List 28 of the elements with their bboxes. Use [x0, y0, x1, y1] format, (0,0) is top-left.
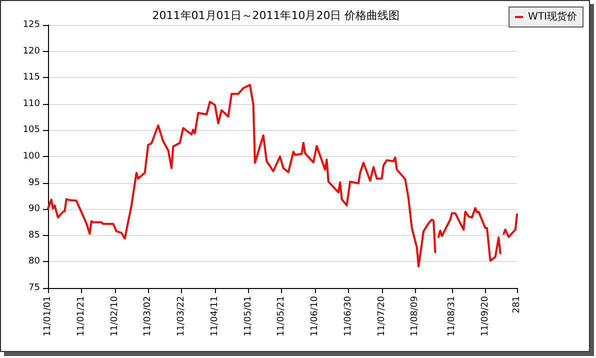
x-tick-label: 11/05/01	[243, 296, 254, 336]
y-tick-label: 90	[28, 204, 40, 214]
x-tick-label: 11/03/02	[143, 296, 154, 336]
x-tick-label: 281	[512, 296, 522, 314]
y-tick-label: 115	[22, 72, 40, 83]
y-tick-label: 85	[28, 230, 40, 240]
x-tick-label: 11/08/31	[446, 296, 457, 336]
y-tick-label: 120	[22, 46, 40, 56]
legend-label: WTI现货价	[528, 10, 578, 22]
y-tick-label: 110	[22, 98, 40, 109]
y-tick-label: 105	[22, 125, 40, 136]
y-tick-label: 100	[22, 152, 40, 162]
y-tick-label: 95	[28, 178, 40, 188]
y-tick-label: 75	[28, 283, 40, 293]
x-tick-label: 11/01/21	[76, 296, 86, 336]
y-tick-label: 125	[22, 20, 40, 30]
x-tick-label: 11/09/20	[480, 296, 490, 336]
x-tick-label: 11/01/01	[43, 296, 53, 336]
x-tick-label: 11/05/21	[276, 296, 287, 336]
x-tick-label: 11/04/11	[210, 296, 220, 336]
x-tick-label: 11/03/22	[176, 296, 187, 336]
x-tick-label: 11/08/09	[410, 296, 420, 336]
chart-title: 2011年01月01日～2011年10月20日 价格曲线图	[152, 9, 400, 22]
x-tick-label: 11/06/30	[343, 296, 354, 336]
y-tick-label: 80	[28, 256, 40, 267]
x-tick-label: 11/02/10	[110, 296, 120, 336]
x-tick-label: 11/07/20	[376, 296, 387, 336]
x-tick-label: 11/06/10	[310, 296, 320, 336]
